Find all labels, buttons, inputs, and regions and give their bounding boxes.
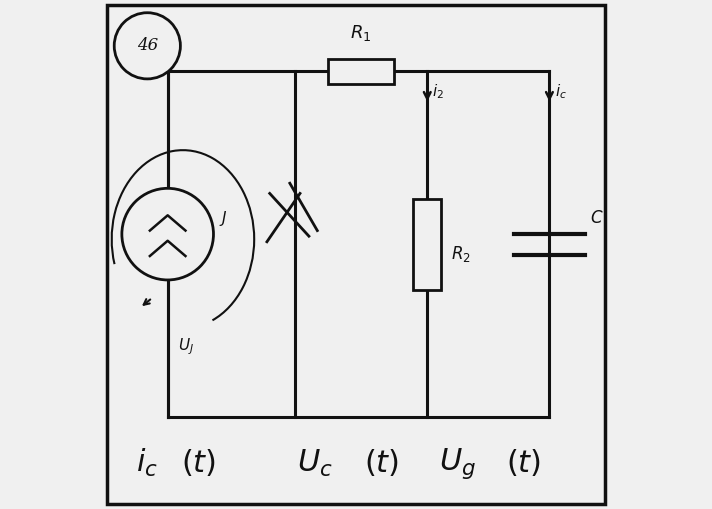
Text: $R_2$: $R_2$	[451, 244, 471, 265]
Text: $(t)$: $(t)$	[181, 448, 216, 478]
Circle shape	[122, 188, 214, 280]
Text: $U_c$: $U_c$	[298, 447, 333, 479]
Text: $i_2$: $i_2$	[432, 82, 444, 101]
Text: $(t)$: $(t)$	[506, 448, 542, 478]
Text: $(t)$: $(t)$	[364, 448, 399, 478]
Text: $U_g$: $U_g$	[439, 446, 476, 480]
Text: $i_c$: $i_c$	[555, 82, 567, 101]
Bar	[413, 199, 441, 290]
Text: $C$: $C$	[590, 210, 604, 228]
Circle shape	[114, 13, 180, 79]
Text: $U_J$: $U_J$	[178, 336, 194, 356]
Text: $R_1$: $R_1$	[350, 23, 372, 43]
Text: $J$: $J$	[219, 209, 227, 229]
Text: 46: 46	[137, 37, 158, 54]
Bar	[328, 59, 394, 84]
Text: $i_c$: $i_c$	[136, 447, 158, 479]
